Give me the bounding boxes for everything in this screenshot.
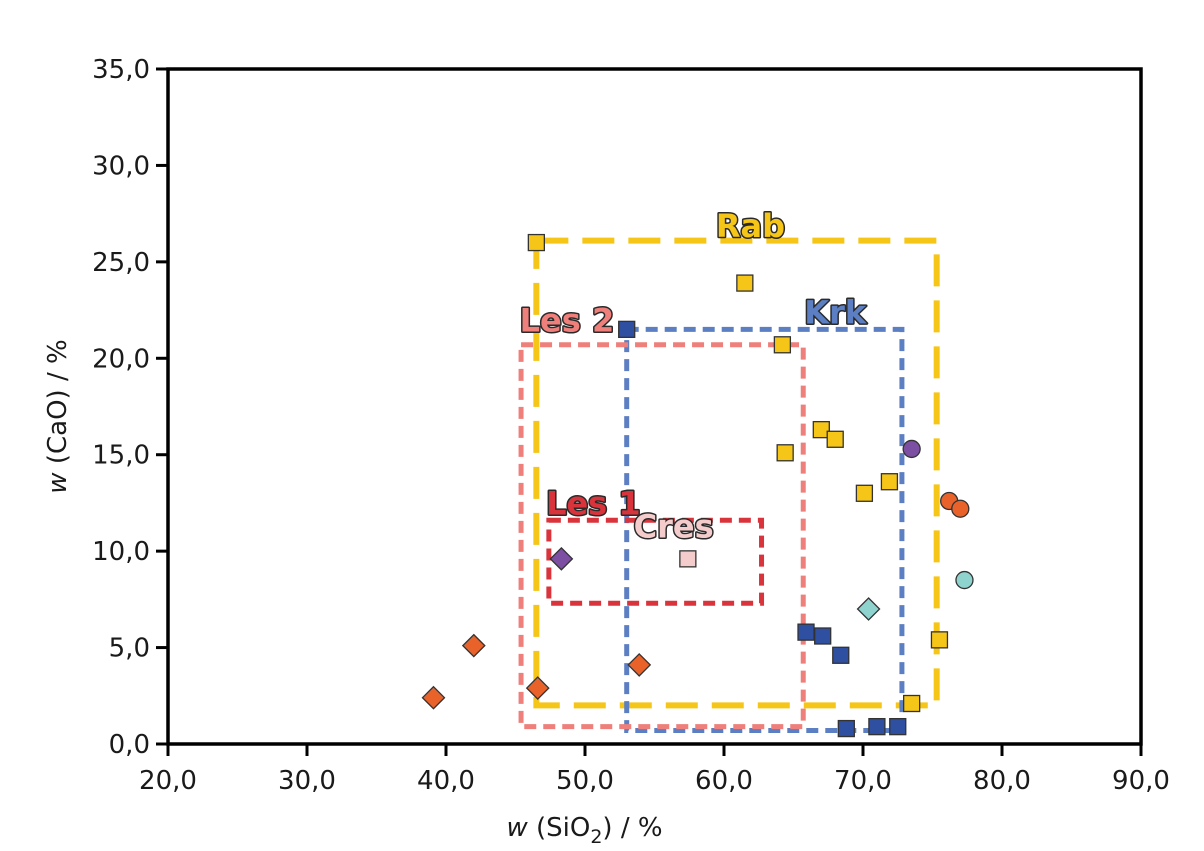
x-tick-label: 80,0 (973, 766, 1031, 796)
region-box-rab (533, 237, 940, 709)
region-box-les-1 (546, 517, 765, 606)
x-tick-label: 40,0 (417, 766, 475, 796)
y-tick-label: 5,0 (109, 634, 150, 664)
region-box-les-2 (518, 342, 806, 730)
y-tick-label: 10,0 (92, 537, 150, 567)
region-label-les-1: Les 1 (546, 485, 641, 523)
region-label-les-2: Les 2 (520, 301, 615, 339)
y-tick-label: 30,0 (92, 151, 150, 181)
plot-frame (166, 67, 1143, 746)
x-axis-title-text: (SiO (528, 813, 591, 843)
data-point-square (679, 550, 697, 568)
x-axis-title-subscript: 2 (590, 826, 602, 848)
region-box-krk (624, 326, 905, 733)
region-label-rab: Rab (716, 207, 785, 245)
data-point-square (889, 717, 907, 736)
x-axis-title: w (SiO2) / % (506, 813, 662, 848)
x-tick-label: 20,0 (139, 766, 197, 796)
y-tick-label: 20,0 (92, 344, 150, 374)
x-tick-label: 50,0 (556, 766, 614, 796)
x-tick-label: 60,0 (695, 766, 753, 796)
data-point-square (618, 320, 636, 339)
y-axis-title-text: (CaO) / % (43, 339, 73, 472)
data-point-circle (902, 439, 921, 459)
data-point-square (826, 430, 844, 448)
data-point-square (776, 444, 794, 462)
data-point-diamond (461, 633, 486, 658)
data-point-square (868, 717, 886, 736)
y-tick-label: 0,0 (109, 730, 150, 760)
data-point-square (930, 631, 949, 649)
data-point-square (814, 627, 832, 645)
data-point-square (527, 233, 545, 252)
data-point-square (855, 484, 874, 502)
x-tick-label: 30,0 (278, 766, 336, 796)
data-point-square (797, 623, 815, 641)
y-axis-title: w (CaO) / % (43, 339, 73, 493)
data-point-square (903, 694, 921, 713)
region-boxes (518, 237, 940, 733)
data-point-circle (955, 570, 974, 590)
data-point-square (880, 473, 899, 491)
data-point-circle (951, 499, 970, 518)
data-point-diamond (856, 597, 881, 621)
data-point-square (736, 274, 754, 292)
data-point-diamond (627, 653, 652, 677)
data-point-diamond (525, 676, 550, 700)
data-point-square (837, 719, 855, 738)
y-tick-label: 25,0 (92, 248, 150, 278)
data-point-square (773, 336, 792, 354)
x-tick-label: 70,0 (834, 766, 892, 796)
x-axis-title-var: w (506, 813, 528, 843)
y-tick-label: 15,0 (92, 441, 150, 471)
x-axis-title-unit: ) / % (602, 813, 662, 843)
y-axis-title-var: w (43, 472, 73, 494)
data-point-square (812, 420, 830, 439)
x-tick-label: 90,0 (1112, 766, 1170, 796)
region-label-krk: Krk (804, 294, 867, 332)
data-markers (421, 233, 974, 738)
y-tick-label: 35,0 (92, 55, 150, 85)
x-axis-ticks: 20,0 30,0 40,0 50,0 60,0 70,0 80,0 90,0 (139, 744, 1170, 796)
y-axis-ticks: 0,0 5,0 10,0 15,0 20,0 25,0 30,0 35,0 (92, 55, 168, 760)
data-point-square (832, 646, 850, 664)
data-point-diamond (421, 685, 446, 710)
data-point-diamond (549, 546, 574, 571)
region-label-cres: Cres (634, 508, 714, 546)
